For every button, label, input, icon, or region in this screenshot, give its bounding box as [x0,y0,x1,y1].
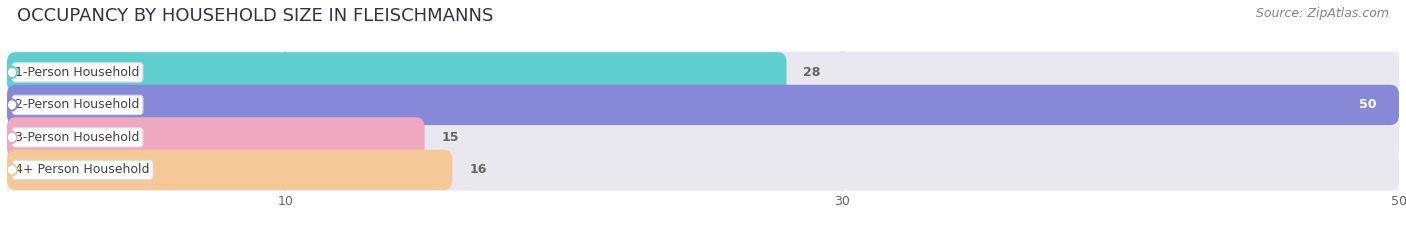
Text: 16: 16 [470,163,486,176]
Circle shape [8,166,15,174]
FancyBboxPatch shape [7,150,453,190]
FancyBboxPatch shape [7,117,1399,158]
Circle shape [7,132,17,143]
Text: 50: 50 [1360,98,1376,111]
Circle shape [8,69,15,76]
FancyBboxPatch shape [7,85,1399,125]
FancyBboxPatch shape [7,85,1399,125]
Circle shape [8,134,15,141]
Text: 2-Person Household: 2-Person Household [15,98,139,111]
FancyBboxPatch shape [7,150,1399,190]
Text: 4+ Person Household: 4+ Person Household [15,163,150,176]
FancyBboxPatch shape [7,117,425,158]
Text: 28: 28 [803,66,821,79]
FancyBboxPatch shape [7,52,786,93]
Text: OCCUPANCY BY HOUSEHOLD SIZE IN FLEISCHMANNS: OCCUPANCY BY HOUSEHOLD SIZE IN FLEISCHMA… [17,7,494,25]
Circle shape [7,67,17,78]
Text: 1-Person Household: 1-Person Household [15,66,139,79]
Text: 3-Person Household: 3-Person Household [15,131,139,144]
Circle shape [7,99,17,111]
FancyBboxPatch shape [7,52,1399,93]
Circle shape [8,101,15,109]
Text: Source: ZipAtlas.com: Source: ZipAtlas.com [1256,7,1389,20]
Text: 15: 15 [441,131,458,144]
Circle shape [7,164,17,176]
